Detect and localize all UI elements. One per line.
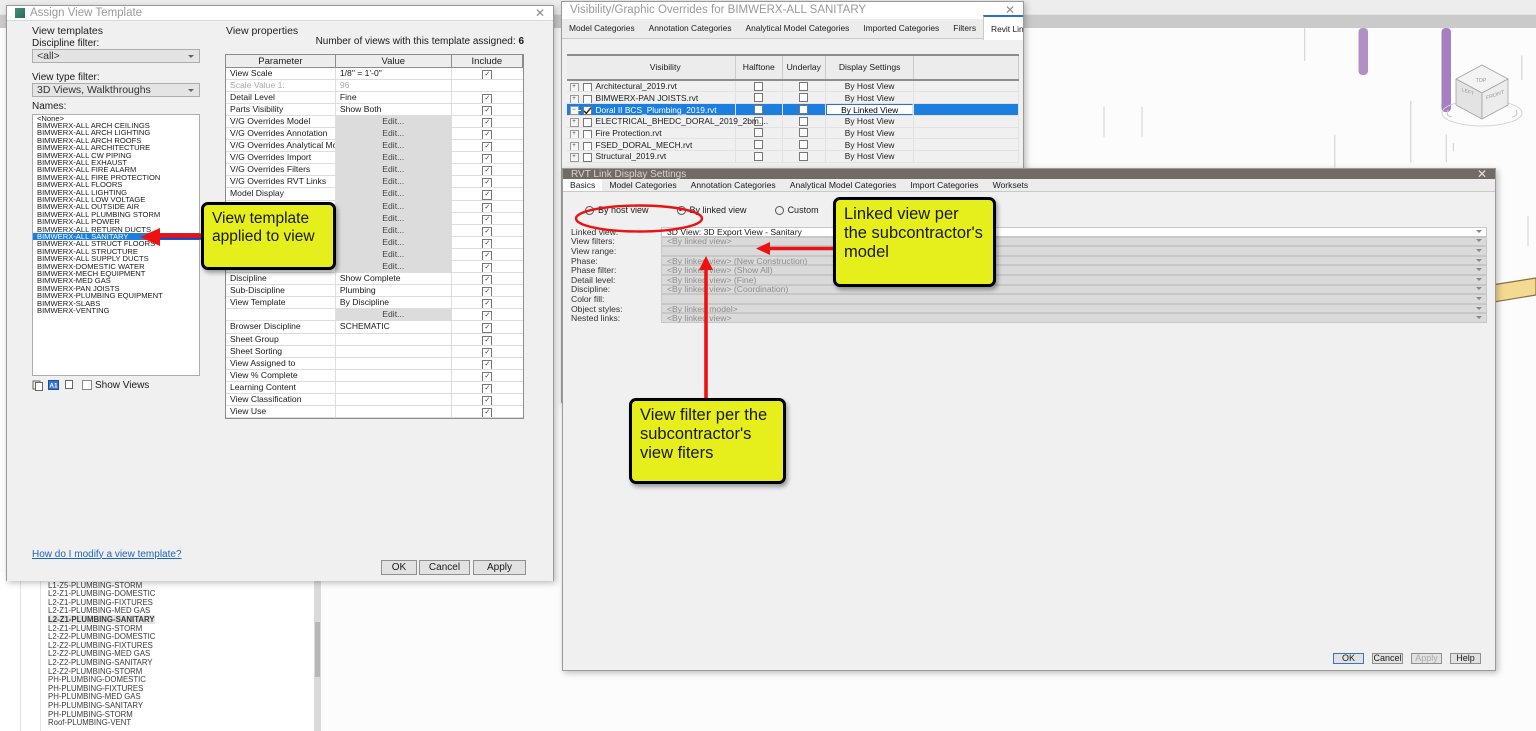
svg-text:A1: A1 [49,382,58,389]
svg-text:TOP: TOP [1476,78,1487,84]
